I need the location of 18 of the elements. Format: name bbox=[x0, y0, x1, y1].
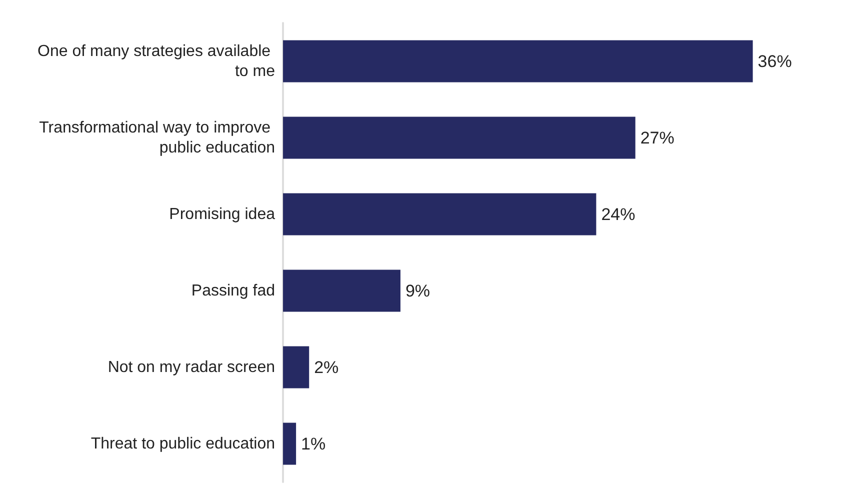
data-label: 27% bbox=[640, 128, 674, 148]
y-tick-label: Passing fad bbox=[191, 282, 275, 300]
y-tick-label: Not on my radar screen bbox=[108, 358, 275, 376]
bar bbox=[283, 270, 400, 312]
bar bbox=[283, 346, 310, 388]
data-label: 36% bbox=[758, 52, 792, 71]
y-tick-label: Transformational way to improve public education bbox=[39, 119, 275, 156]
y-tick-label: Promising idea bbox=[169, 206, 276, 223]
bar bbox=[283, 40, 753, 82]
y-tick-label: Threat to public education bbox=[90, 435, 275, 452]
bar bbox=[283, 422, 296, 465]
bar bbox=[283, 116, 636, 159]
data-label: 2% bbox=[314, 358, 339, 377]
data-label: 1% bbox=[301, 434, 326, 454]
data-label: 9% bbox=[405, 281, 430, 300]
data-label: 24% bbox=[601, 204, 636, 224]
bar bbox=[283, 193, 596, 236]
y-tick-label: One of many strategies available to me bbox=[38, 42, 276, 80]
